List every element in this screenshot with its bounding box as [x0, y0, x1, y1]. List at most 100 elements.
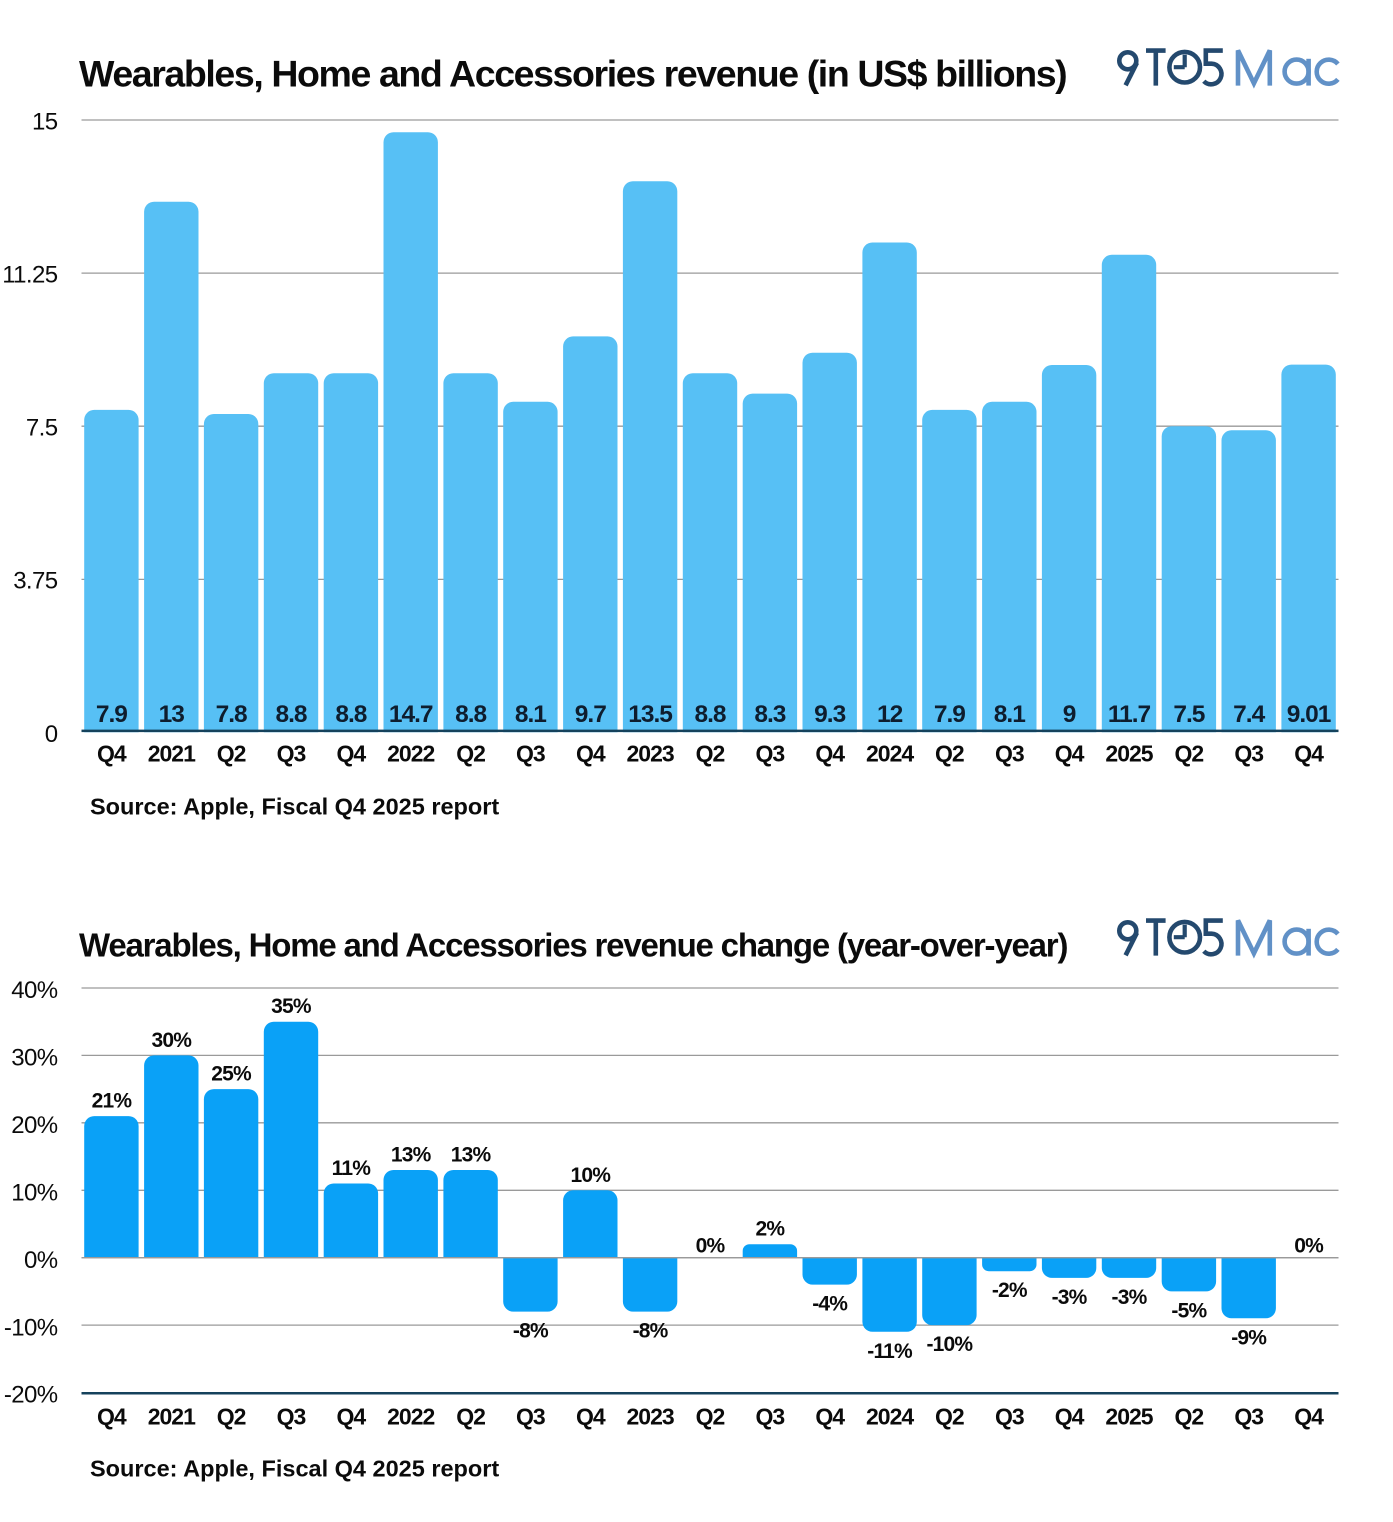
svg-text:Q2: Q2 — [217, 741, 246, 767]
svg-text:Q4: Q4 — [815, 741, 845, 767]
svg-text:7.9: 7.9 — [934, 701, 965, 728]
svg-text:10%: 10% — [11, 1180, 57, 1207]
svg-text:12: 12 — [877, 701, 903, 728]
svg-text:2022: 2022 — [387, 1403, 434, 1429]
svg-text:Q3: Q3 — [995, 1403, 1024, 1429]
svg-text:-3%: -3% — [1052, 1286, 1088, 1309]
svg-text:Q4: Q4 — [576, 741, 606, 767]
svg-text:8.8: 8.8 — [335, 701, 366, 728]
svg-text:3.75: 3.75 — [13, 568, 58, 595]
svg-text:7.5: 7.5 — [1173, 701, 1204, 728]
svg-text:8.8: 8.8 — [694, 701, 725, 728]
svg-text:15: 15 — [32, 108, 58, 135]
svg-text:7.4: 7.4 — [1233, 701, 1265, 728]
svg-text:13%: 13% — [451, 1144, 492, 1167]
svg-text:11.25: 11.25 — [2, 261, 58, 288]
svg-text:25%: 25% — [211, 1063, 252, 1086]
svg-text:0%: 0% — [24, 1247, 58, 1274]
svg-text:Q2: Q2 — [696, 1403, 725, 1429]
svg-text:11.7: 11.7 — [1108, 701, 1151, 728]
svg-text:Q2: Q2 — [456, 741, 485, 767]
svg-text:Q4: Q4 — [97, 741, 127, 767]
svg-text:Q3: Q3 — [995, 741, 1024, 767]
svg-text:-10%: -10% — [4, 1314, 58, 1341]
svg-text:Q2: Q2 — [1175, 1403, 1204, 1429]
svg-text:8.8: 8.8 — [455, 701, 486, 728]
svg-text:21%: 21% — [92, 1090, 133, 1113]
svg-text:Source: Apple, Fiscal Q4 2025: Source: Apple, Fiscal Q4 2025 report — [90, 794, 499, 820]
svg-text:35%: 35% — [271, 995, 312, 1018]
svg-text:2%: 2% — [756, 1218, 786, 1241]
svg-text:Wearables, Home and Accessorie: Wearables, Home and Accessories revenue … — [79, 53, 1066, 95]
svg-text:-9%: -9% — [1231, 1326, 1267, 1349]
svg-text:8.3: 8.3 — [754, 701, 785, 728]
svg-text:8.8: 8.8 — [275, 701, 306, 728]
svg-text:13: 13 — [159, 701, 185, 728]
svg-text:Q3: Q3 — [1234, 741, 1263, 767]
svg-text:2025: 2025 — [1105, 1403, 1153, 1429]
svg-text:2022: 2022 — [387, 741, 434, 767]
svg-text:9.01: 9.01 — [1287, 701, 1331, 728]
svg-text:Wearables, Home and Accessorie: Wearables, Home and Accessories revenue … — [79, 927, 1067, 964]
svg-text:30%: 30% — [11, 1045, 57, 1072]
svg-text:Source: Apple, Fiscal Q4 2025: Source: Apple, Fiscal Q4 2025 report — [90, 1456, 499, 1482]
svg-text:Q2: Q2 — [1175, 741, 1204, 767]
svg-text:-11%: -11% — [867, 1340, 913, 1363]
svg-text:2021: 2021 — [148, 741, 196, 767]
svg-text:8.1: 8.1 — [994, 701, 1025, 728]
svg-text:2023: 2023 — [627, 1403, 674, 1429]
svg-text:10%: 10% — [570, 1164, 611, 1187]
svg-text:Q3: Q3 — [516, 1403, 545, 1429]
svg-text:Q2: Q2 — [696, 741, 725, 767]
svg-text:2024: 2024 — [866, 741, 914, 767]
svg-text:-10%: -10% — [926, 1333, 973, 1356]
svg-text:Q4: Q4 — [1055, 741, 1085, 767]
svg-text:0%: 0% — [1294, 1234, 1324, 1257]
svg-text:Q2: Q2 — [935, 1403, 964, 1429]
svg-text:Q4: Q4 — [97, 1403, 127, 1429]
svg-text:9.3: 9.3 — [814, 701, 845, 728]
svg-text:13%: 13% — [391, 1144, 432, 1167]
svg-text:-4%: -4% — [812, 1293, 848, 1316]
svg-text:Q4: Q4 — [815, 1403, 845, 1429]
svg-text:Q2: Q2 — [217, 1403, 246, 1429]
svg-text:Q3: Q3 — [1234, 1403, 1263, 1429]
svg-text:Q2: Q2 — [456, 1403, 485, 1429]
svg-text:Q4: Q4 — [337, 741, 367, 767]
svg-text:Q4: Q4 — [1055, 1403, 1085, 1429]
svg-text:13.5: 13.5 — [628, 701, 672, 728]
svg-text:9: 9 — [1063, 701, 1076, 728]
svg-text:11%: 11% — [332, 1157, 372, 1180]
svg-text:-3%: -3% — [1112, 1286, 1148, 1309]
svg-text:Q3: Q3 — [277, 1403, 306, 1429]
svg-text:Q3: Q3 — [516, 741, 545, 767]
svg-text:Q4: Q4 — [1294, 741, 1324, 767]
svg-text:Q2: Q2 — [935, 741, 964, 767]
svg-text:Q4: Q4 — [576, 1403, 606, 1429]
svg-text:-8%: -8% — [513, 1320, 549, 1343]
svg-text:Q3: Q3 — [756, 741, 785, 767]
svg-text:0: 0 — [45, 721, 58, 748]
svg-text:7.9: 7.9 — [96, 701, 127, 728]
svg-text:30%: 30% — [151, 1029, 192, 1052]
svg-text:7.5: 7.5 — [26, 415, 58, 442]
svg-text:Q3: Q3 — [277, 741, 306, 767]
svg-text:Q4: Q4 — [1294, 1403, 1324, 1429]
svg-text:20%: 20% — [11, 1112, 57, 1139]
svg-text:14.7: 14.7 — [389, 701, 433, 728]
svg-text:-20%: -20% — [4, 1382, 58, 1409]
svg-text:0%: 0% — [696, 1234, 726, 1257]
svg-text:Q4: Q4 — [337, 1403, 367, 1429]
svg-text:2025: 2025 — [1105, 741, 1153, 767]
svg-text:9.7: 9.7 — [575, 701, 606, 728]
svg-text:2023: 2023 — [627, 741, 674, 767]
svg-text:-2%: -2% — [992, 1279, 1028, 1302]
svg-text:Q3: Q3 — [756, 1403, 785, 1429]
svg-text:7.8: 7.8 — [216, 701, 247, 728]
svg-text:8.1: 8.1 — [515, 701, 546, 728]
svg-text:2024: 2024 — [866, 1403, 914, 1429]
svg-text:2021: 2021 — [148, 1403, 196, 1429]
svg-text:-5%: -5% — [1171, 1299, 1207, 1322]
svg-text:-8%: -8% — [633, 1320, 669, 1343]
svg-text:40%: 40% — [11, 977, 57, 1004]
